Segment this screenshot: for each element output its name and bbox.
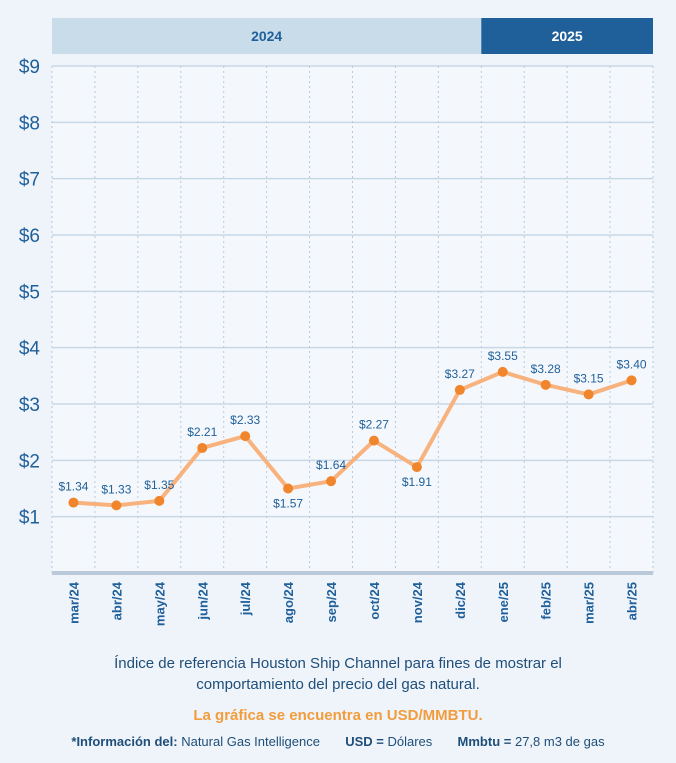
- year-band-2025: [481, 18, 653, 54]
- source-value: Natural Gas Intelligence: [181, 734, 320, 749]
- x-tick-label: mar/25: [582, 582, 597, 624]
- data-label: $1.33: [101, 482, 131, 496]
- x-tick-label: feb/25: [539, 582, 554, 620]
- x-tick-label: jun/24: [195, 581, 210, 620]
- year-band-label-2025: 2025: [552, 28, 583, 44]
- data-point: [240, 431, 251, 442]
- data-label: $3.40: [617, 357, 647, 371]
- y-tick-label: $1: [19, 508, 40, 529]
- year-band-label-2024: 2024: [251, 28, 282, 44]
- x-tick-label: jul/24: [238, 581, 253, 616]
- data-label: $3.55: [488, 349, 518, 363]
- mmbtu-label: Mmbtu =: [457, 734, 512, 749]
- plot-area: [52, 66, 653, 573]
- usd-value: Dólares: [387, 734, 433, 749]
- data-point: [68, 497, 79, 508]
- currency-note: La gráfica se encuentra en USD/MMBTU.: [193, 707, 483, 724]
- y-tick-label: $6: [19, 226, 40, 247]
- data-point: [111, 500, 122, 511]
- y-tick-label: $7: [19, 170, 40, 191]
- data-point: [154, 495, 165, 506]
- data-point: [368, 435, 379, 446]
- caption-line-1: Índice de referencia Houston Ship Channe…: [114, 655, 562, 672]
- data-point: [540, 379, 551, 390]
- price-line-chart: 2024 2025 $1 $2 $3 $4 $5 $6 $7 $8 $9 mar/24 abr/24 ma…: [19, 18, 654, 626]
- x-tick-label: mar/24: [66, 581, 81, 624]
- usd-label: USD =: [345, 734, 384, 749]
- data-label: $3.27: [445, 367, 475, 381]
- year-band-2024: [52, 18, 482, 54]
- data-label: $1.34: [58, 480, 88, 494]
- data-label: $2.27: [359, 418, 389, 432]
- data-point: [454, 384, 465, 395]
- price-series-line: [73, 369, 633, 508]
- x-tick-label: nov/24: [410, 581, 425, 623]
- y-tick-label: $5: [19, 282, 40, 303]
- data-label: $3.15: [574, 371, 604, 385]
- data-point: [283, 483, 294, 494]
- data-label: $1.35: [144, 478, 174, 492]
- data-label: $1.91: [402, 475, 432, 489]
- x-tick-label: may/24: [152, 581, 167, 626]
- x-tick-label: dic/24: [453, 581, 468, 619]
- y-tick-label: $2: [19, 451, 40, 472]
- y-tick-label: $3: [19, 395, 40, 416]
- mmbtu-value: 27,8 m3 de gas: [514, 734, 605, 749]
- data-label: $3.28: [531, 362, 561, 376]
- x-tick-label: ene/25: [496, 582, 511, 622]
- source-footnote: *Información del: Natural Gas Intelligen…: [0, 731, 676, 752]
- y-tick-label: $8: [19, 113, 40, 134]
- data-label: $1.57: [273, 497, 303, 511]
- data-point: [583, 389, 594, 400]
- data-point: [197, 442, 208, 453]
- y-tick-label: $4: [19, 339, 41, 360]
- x-tick-label: ago/24: [281, 581, 296, 623]
- caption-description: Índice de referencia Houston Ship Channe…: [0, 653, 676, 695]
- x-tick-label: abr/24: [109, 581, 124, 620]
- y-tick-label: $9: [19, 57, 40, 78]
- source-label: *Información del:: [71, 734, 178, 749]
- x-tick-label: oct/24: [367, 581, 382, 619]
- data-label: $2.33: [230, 413, 260, 427]
- data-point: [326, 476, 337, 487]
- data-point: [411, 462, 422, 473]
- data-point: [626, 375, 637, 386]
- data-label: $2.21: [187, 425, 217, 439]
- caption-line-2: comportamiento del precio del gas natura…: [196, 676, 480, 693]
- data-label: $1.64: [316, 458, 346, 472]
- data-point: [497, 366, 508, 377]
- x-tick-label: sep/24: [324, 581, 339, 622]
- x-tick-label: abr/25: [625, 582, 640, 620]
